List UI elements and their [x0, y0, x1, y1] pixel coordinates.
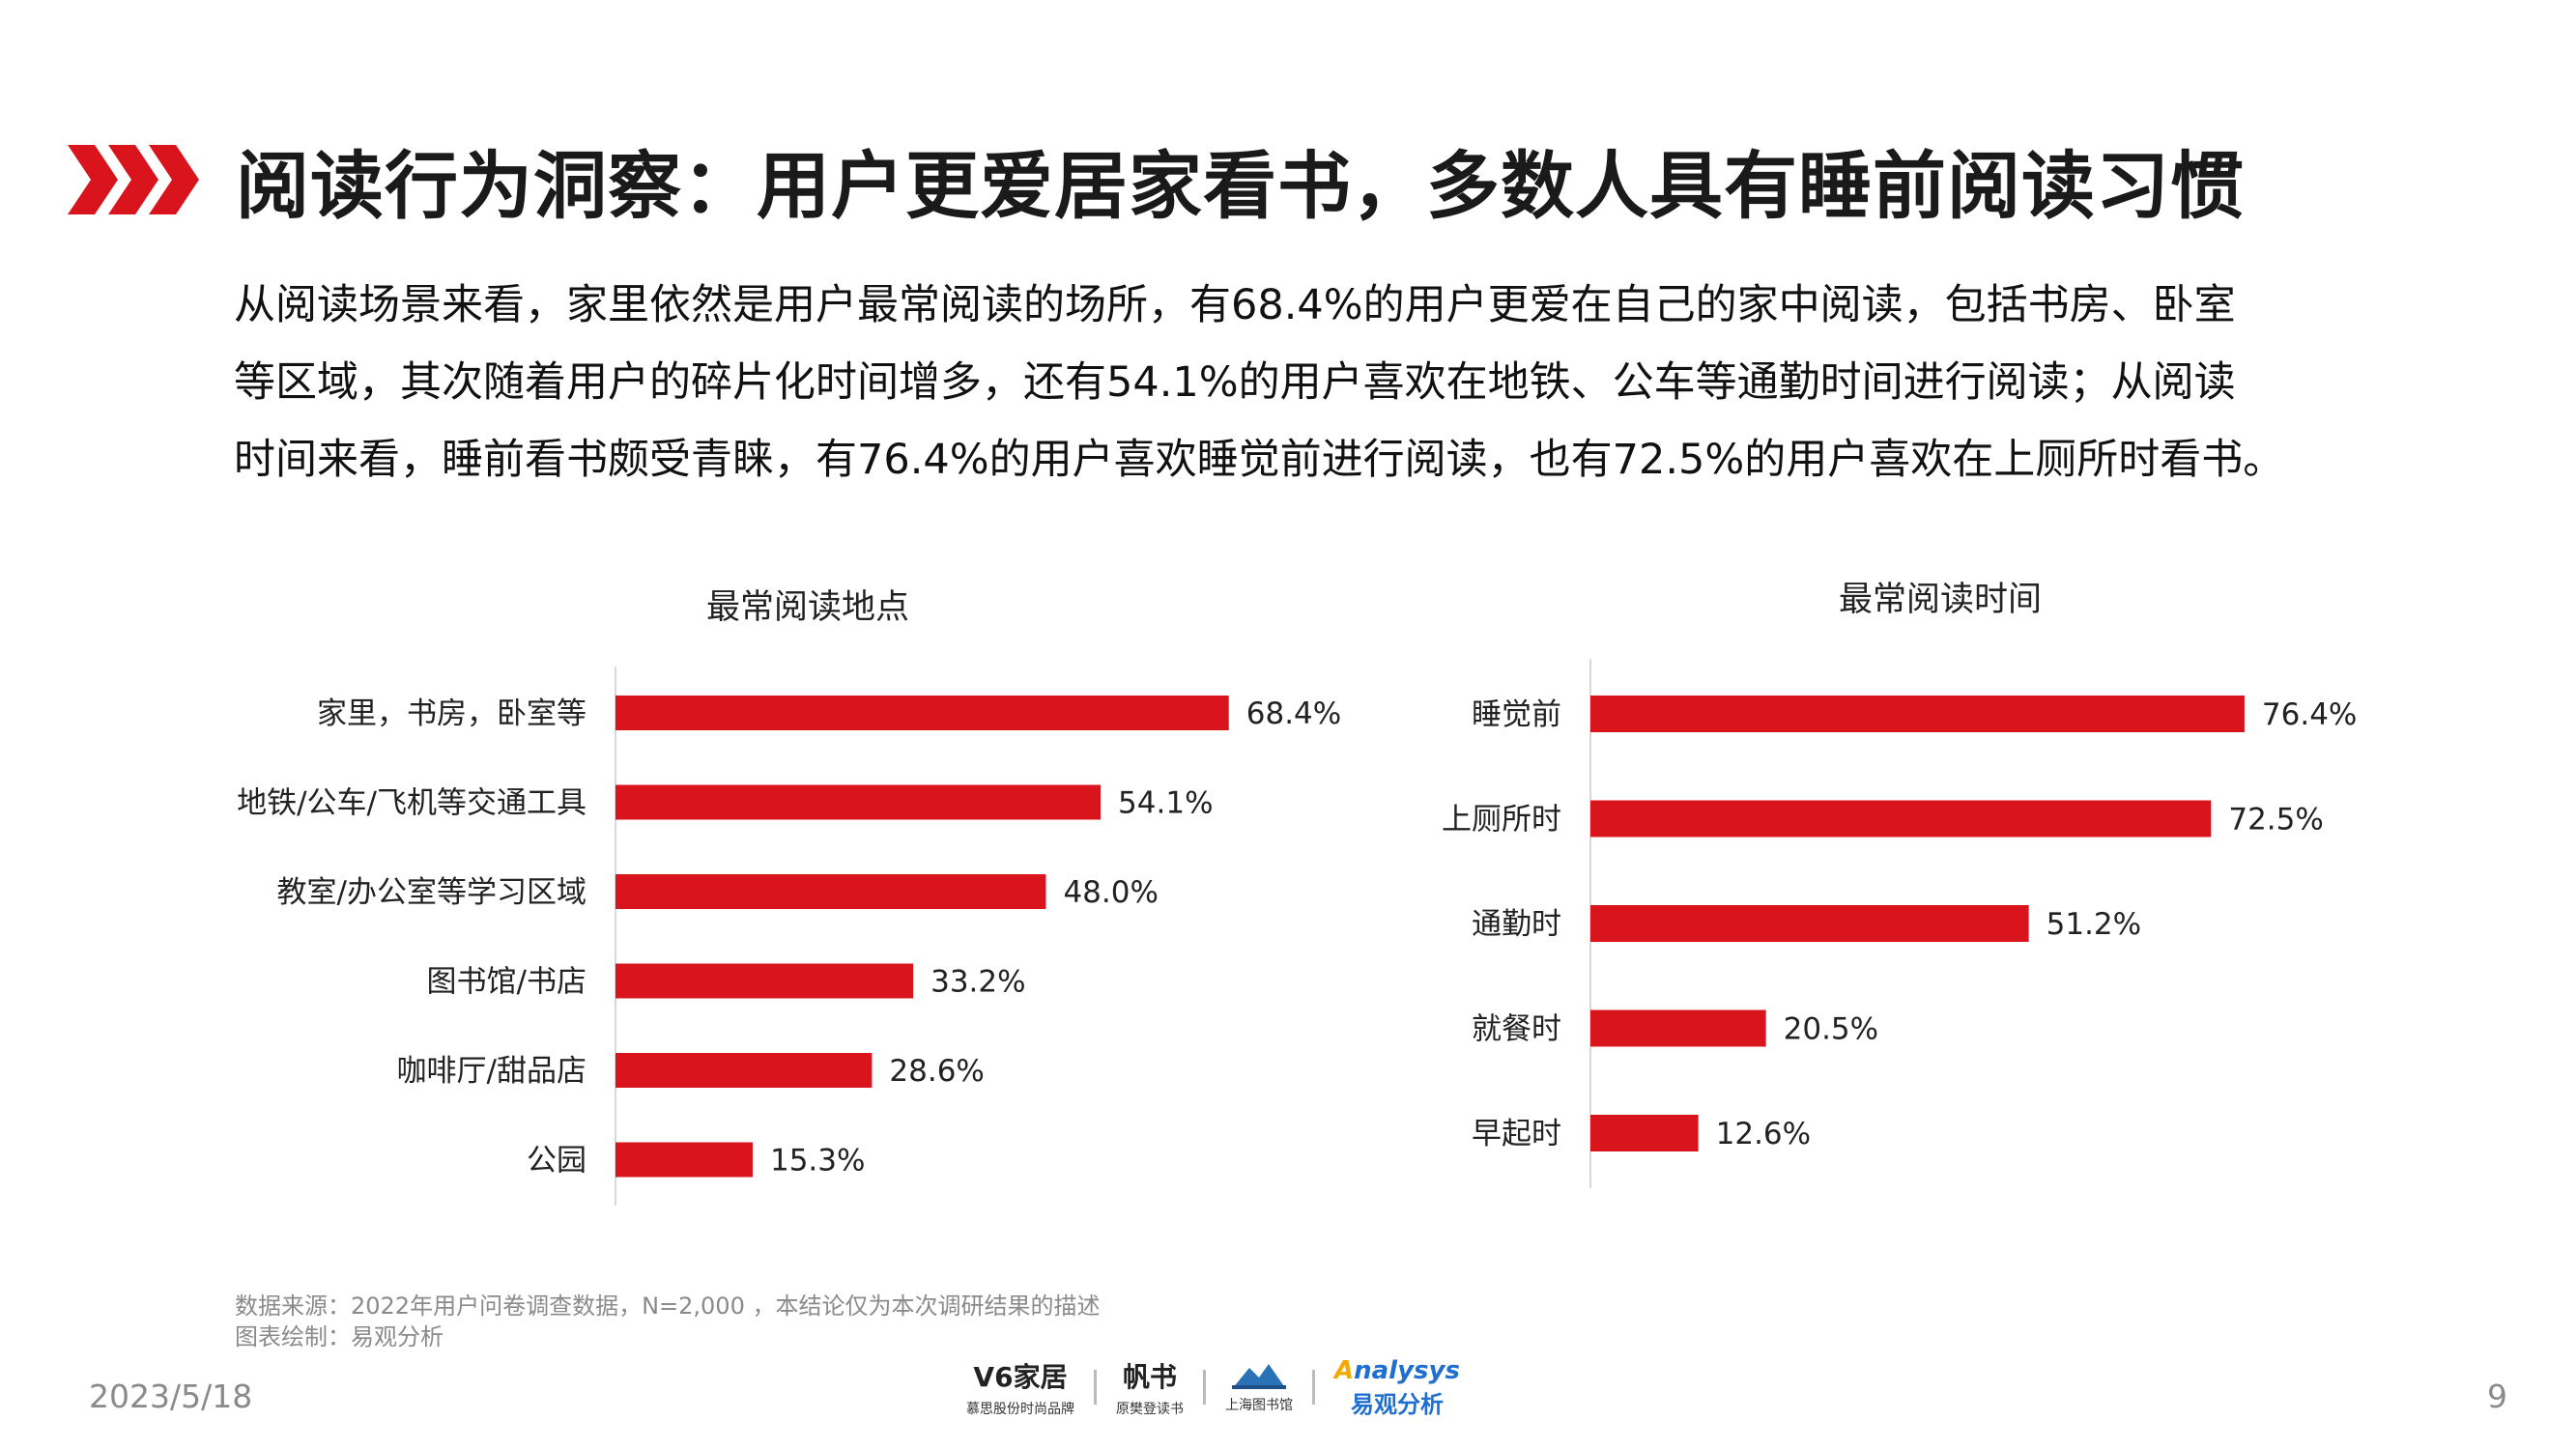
- category-label-location-3: 图书馆/书店: [427, 965, 587, 1000]
- category-label-time-2: 通勤时: [1472, 907, 1561, 942]
- analysys-logo: Analysys 易观分析: [1334, 1356, 1460, 1419]
- value-label-time-2: 51.2%: [2046, 907, 2141, 942]
- category-label-location-1: 地铁/公车/飞机等交通工具: [237, 786, 587, 821]
- drawn-by-line: 图表绘制：易观分析: [235, 1323, 444, 1350]
- value-label-location-5: 15.3%: [770, 1144, 865, 1179]
- category-label-location-0: 家里，书房，卧室等: [317, 696, 587, 731]
- category-label-time-3: 就餐时: [1472, 1012, 1561, 1047]
- analysys-logo-text: Analysys: [1334, 1356, 1460, 1385]
- fanshu-logo-sub: 原樊登读书: [1116, 1402, 1184, 1417]
- chart-title-location: 最常阅读地点: [705, 588, 910, 627]
- value-label-location-2: 48.0%: [1063, 875, 1158, 910]
- category-label-time-4: 早起时: [1472, 1117, 1561, 1151]
- page-title: 阅读行为洞察：用户更爱居家看书，多数人具有睡前阅读习惯: [236, 143, 2245, 229]
- bar-location-3: [615, 963, 914, 999]
- intro-line: 等区域，其次随着用户的碎片化时间增多，还有54.1%的用户喜欢在地铁、公车等通勤…: [234, 358, 2236, 407]
- source-line: 数据来源：2022年用户问卷调查数据，N=2,000 ，本结论仅为本次调研结果的…: [235, 1293, 1101, 1320]
- intro-paragraph: 从阅读场景来看，家里依然是用户最常阅读的场所，有68.4%的用户更爱在自己的家中…: [234, 267, 2456, 498]
- bar-time-2: [1590, 905, 2029, 942]
- bar-location-1: [615, 784, 1102, 820]
- bar-location-4: [615, 1053, 873, 1088]
- analysys-logo-rest: nalysys: [1354, 1355, 1460, 1385]
- bar-location-2: [615, 874, 1046, 909]
- bar-time-4: [1590, 1115, 1699, 1151]
- partner-logos: V6家居 慕思股份时尚品牌 帆书 原樊登读书 上海图书馆 Analysys 易观…: [966, 1352, 1460, 1422]
- value-label-time-3: 20.5%: [1784, 1012, 1878, 1047]
- value-label-time-0: 76.4%: [2262, 697, 2357, 732]
- value-label-location-4: 28.6%: [889, 1054, 984, 1089]
- value-label-location-3: 33.2%: [930, 965, 1025, 1000]
- library-logo: 上海图书馆: [1225, 1360, 1293, 1414]
- bar-location-0: [615, 696, 1229, 730]
- fanshu-logo: 帆书 原樊登读书: [1116, 1356, 1184, 1418]
- triple-chevron-icon: [68, 145, 199, 214]
- v6-logo: V6家居 慕思股份时尚品牌: [966, 1356, 1074, 1418]
- analysys-logo-a: A: [1334, 1355, 1355, 1385]
- logo-separator: [1203, 1370, 1206, 1405]
- chart-title-time: 最常阅读时间: [1838, 581, 2043, 619]
- value-label-location-1: 54.1%: [1118, 786, 1213, 821]
- category-label-location-5: 公园: [527, 1144, 587, 1179]
- library-mountain-icon: [1232, 1364, 1286, 1389]
- category-label-time-0: 睡觉前: [1472, 697, 1561, 732]
- bar-location-5: [615, 1142, 753, 1178]
- value-label-time-4: 12.6%: [1716, 1117, 1811, 1151]
- v6-logo-sub: 慕思股份时尚品牌: [966, 1402, 1074, 1417]
- category-label-time-1: 上厕所时: [1442, 803, 1561, 838]
- value-label-time-1: 72.5%: [2228, 803, 2323, 838]
- title-row: 阅读行为洞察：用户更爱居家看书，多数人具有睡前阅读习惯: [68, 133, 2245, 229]
- intro-line: 时间来看，睡前看书颇受青睐，有76.4%的用户喜欢睡觉前进行阅读，也有72.5%…: [234, 436, 2285, 484]
- bar-time-3: [1590, 1009, 1766, 1047]
- bar-time-0: [1590, 696, 2245, 732]
- value-label-location-0: 68.4%: [1246, 696, 1341, 731]
- category-label-location-4: 咖啡厅/甜品店: [397, 1054, 587, 1089]
- library-logo-sub: 上海图书馆: [1225, 1398, 1293, 1413]
- data-source: 数据来源：2022年用户问卷调查数据，N=2,000 ，本结论仅为本次调研结果的…: [235, 1291, 1100, 1352]
- bar-charts: 家里，书房，卧室等 68.4% 地铁/公车/飞机等交通工具 54.1% 教室/办公室等学…: [237, 659, 2357, 1206]
- page-number: 9: [2487, 1378, 2507, 1415]
- v6-logo-text: V6家居: [973, 1361, 1068, 1393]
- logo-separator: [1094, 1370, 1097, 1405]
- intro-line: 从阅读场景来看，家里依然是用户最常阅读的场所，有68.4%的用户更爱在自己的家中…: [234, 281, 2236, 329]
- analysys-logo-sub: 易观分析: [1350, 1390, 1444, 1418]
- category-label-location-2: 教室/办公室等学习区域: [277, 875, 587, 910]
- bar-time-1: [1590, 800, 2212, 838]
- logo-separator: [1312, 1370, 1315, 1405]
- report-date: 2023/5/18: [89, 1378, 253, 1415]
- fanshu-logo-text: 帆书: [1122, 1361, 1177, 1393]
